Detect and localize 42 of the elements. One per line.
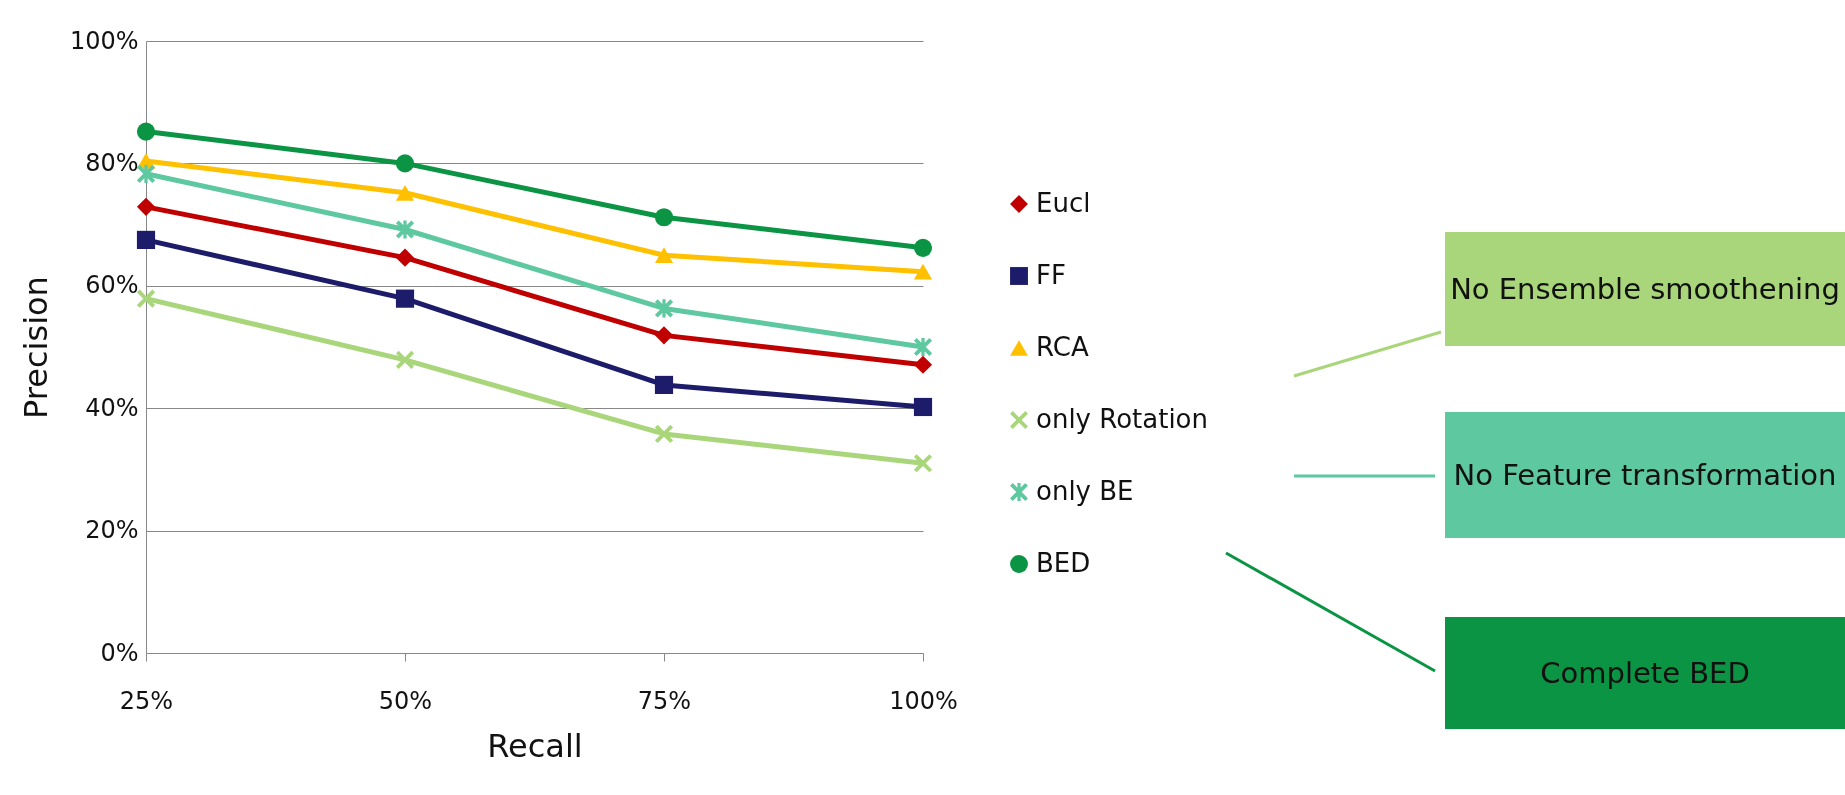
y-tick-label: 40% [85, 393, 139, 422]
point [136, 289, 156, 308]
y-tick-label: 80% [85, 148, 139, 177]
point [395, 289, 415, 308]
x-axis-title: Recall [487, 726, 583, 765]
point [654, 247, 674, 264]
legend-label: FF [1036, 260, 1066, 290]
text: No Feature transformation [1445, 412, 1845, 538]
point [913, 355, 933, 374]
x-tick-label: 100% [889, 686, 958, 715]
point [136, 197, 156, 216]
y-axis-title: Precision [16, 276, 55, 419]
point [395, 154, 415, 173]
point [913, 238, 933, 257]
point [395, 350, 415, 369]
point [395, 184, 415, 201]
x-tick-label: 75% [637, 686, 692, 715]
text: Complete BED [1445, 617, 1845, 729]
point [395, 248, 415, 267]
y-tick-label: 20% [85, 516, 139, 545]
x-tick-label: 25% [119, 686, 174, 715]
point [136, 122, 156, 141]
x-tick-label: 50% [378, 686, 433, 715]
point [654, 326, 674, 345]
point [654, 375, 674, 395]
legend-label: only BE [1036, 476, 1134, 506]
point [654, 208, 674, 227]
point [136, 230, 156, 249]
y-tick-label: 100% [69, 26, 139, 55]
point [913, 454, 933, 473]
point [913, 263, 933, 280]
legend-label: BED [1036, 548, 1091, 578]
point [395, 220, 415, 239]
point [654, 424, 674, 443]
legend-label: Eucl [1036, 188, 1091, 218]
legend-label: RCA [1036, 332, 1089, 362]
y-tick-label: 0% [100, 638, 139, 667]
legend-label: only Rotation [1036, 404, 1208, 434]
text: No Ensemble smoothening [1445, 232, 1845, 346]
point [654, 299, 674, 318]
y-tick-label: 60% [85, 271, 139, 300]
point [913, 397, 933, 417]
